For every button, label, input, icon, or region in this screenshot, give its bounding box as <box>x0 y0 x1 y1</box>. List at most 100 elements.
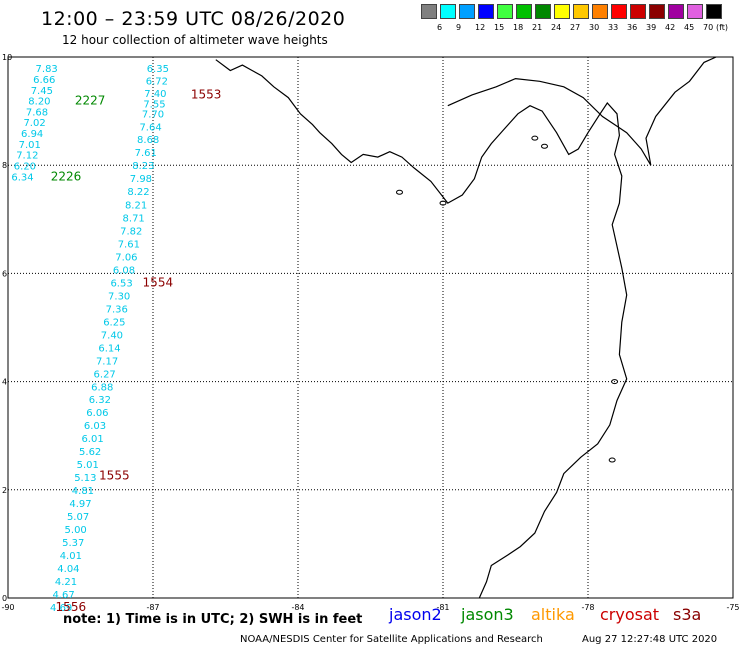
legend-swatch <box>630 4 646 19</box>
wave-height-label: 6.66 <box>33 75 55 86</box>
wave-height-label: 4.81 <box>72 486 94 497</box>
wave-height-label: 6.03 <box>84 421 106 432</box>
wave-height-label: 4.67 <box>52 590 74 601</box>
y-tick-label: 8 <box>2 161 7 170</box>
legend-label: 36 <box>627 23 638 32</box>
legend-label: 45 <box>684 23 695 32</box>
island <box>611 379 619 385</box>
wave-height-label: 7.01 <box>19 140 41 151</box>
legend-label: 6 <box>437 23 443 32</box>
wave-height-label: 5.13 <box>74 473 96 484</box>
legend-label: 39 <box>646 23 657 32</box>
coastline <box>215 59 628 599</box>
wave-height-label: 8.68 <box>137 135 159 146</box>
wave-height-label: 7.55 <box>143 99 165 110</box>
legend-label: 18 <box>513 23 524 32</box>
legend-label: 42 <box>665 23 676 32</box>
wave-height-label: 7.64 <box>139 123 161 134</box>
wave-height-label: 5.07 <box>67 512 89 523</box>
wave-height-label: 6.53 <box>110 278 132 289</box>
legend-swatch <box>421 4 437 19</box>
wave-height-label: 6.34 <box>11 172 33 183</box>
y-tick-label: 2 <box>2 486 7 495</box>
mission-label-s3a: s3a <box>673 605 702 624</box>
wave-height-label: 4.21 <box>55 577 77 588</box>
wave-height-label: 5.00 <box>65 525 87 536</box>
wave-height-label: 7.82 <box>120 226 142 237</box>
footnote: note: 1) Time is in UTC; 2) SWH is in fe… <box>63 612 363 627</box>
legend-swatch <box>573 4 589 19</box>
legend-label: 15 <box>494 23 505 32</box>
y-tick-label: 6 <box>2 269 7 278</box>
legend-swatch <box>497 4 513 19</box>
wave-height-label: 7.30 <box>108 291 130 302</box>
legend-unit: (ft) <box>716 23 729 32</box>
page-title: 12:00 – 23:59 UTC 08/26/2020 <box>41 8 346 30</box>
credit-text: NOAA/NESDIS Center for Satellite Applica… <box>240 634 543 645</box>
wave-height-label: 7.12 <box>16 151 38 162</box>
x-tick-label: -81 <box>436 603 449 612</box>
legend-swatch <box>706 4 722 19</box>
x-tick-label: -90 <box>1 603 14 612</box>
wave-height-label: 6.06 <box>86 408 108 419</box>
wave-height-label: 6.14 <box>98 343 120 354</box>
wave-height-label: 7.40 <box>101 330 123 341</box>
legend-swatch <box>668 4 684 19</box>
x-tick-label: -84 <box>291 603 304 612</box>
legend-label: 70 <box>703 23 714 32</box>
wave-height-label: 4.01 <box>60 551 82 562</box>
legend-label: 9 <box>456 23 462 32</box>
wave-height-label: 6.01 <box>81 434 103 445</box>
legend-swatch <box>687 4 703 19</box>
legend-label: 24 <box>551 23 562 32</box>
legend-swatch <box>516 4 532 19</box>
y-tick-label: 0 <box>2 594 7 603</box>
pass-time-label: 1554 <box>143 275 174 289</box>
pass-time-label: 2227 <box>75 94 106 108</box>
wave-height-label: 8.20 <box>28 97 50 108</box>
legend-swatch <box>554 4 570 19</box>
x-tick-label: -75 <box>726 603 739 612</box>
map-frame <box>7 56 734 599</box>
wave-height-label: 7.06 <box>115 252 137 263</box>
wave-height-label: 6.27 <box>94 369 116 380</box>
wave-height-label: 6.32 <box>89 395 111 406</box>
wave-height-label: 6.08 <box>113 265 135 276</box>
legend-swatch <box>440 4 456 19</box>
pass-time-label: 1553 <box>191 88 222 102</box>
mission-label-jason2: jason2 <box>389 605 442 624</box>
mission-label-jason3: jason3 <box>461 605 514 624</box>
wave-height-label: 7.68 <box>26 107 48 118</box>
legend-swatch <box>592 4 608 19</box>
legend-swatch <box>459 4 475 19</box>
wave-height-label: 6.25 <box>103 317 125 328</box>
pass-time-label: 2226 <box>51 169 82 183</box>
wave-height-label: 4.69 <box>50 603 72 614</box>
wave-height-label: 4.04 <box>57 564 79 575</box>
y-tick-label: 10 <box>2 53 12 62</box>
wave-height-label: 7.45 <box>31 86 53 97</box>
legend-label: 33 <box>608 23 619 32</box>
wave-height-label: 7.17 <box>96 356 118 367</box>
legend-label: 12 <box>475 23 486 32</box>
wave-height-label: 4.97 <box>69 499 91 510</box>
wave-height-label: 6.72 <box>146 77 168 88</box>
legend-label: 27 <box>570 23 581 32</box>
island <box>541 143 548 149</box>
wave-height-label: 7.02 <box>23 118 45 129</box>
wave-height-label: 7.83 <box>36 64 58 75</box>
legend-swatch <box>478 4 494 19</box>
wave-height-label: 6.88 <box>91 382 113 393</box>
wave-height-label: 5.37 <box>62 538 84 549</box>
y-tick-label: 4 <box>2 378 7 387</box>
island <box>439 200 447 206</box>
wave-height-label: 6.20 <box>14 162 36 173</box>
island <box>608 457 616 463</box>
wave-height-label: 8.21 <box>125 200 147 211</box>
legend-swatch <box>535 4 551 19</box>
island <box>396 189 403 195</box>
legend-label: 30 <box>589 23 600 32</box>
wave-height-label: 5.01 <box>77 460 99 471</box>
